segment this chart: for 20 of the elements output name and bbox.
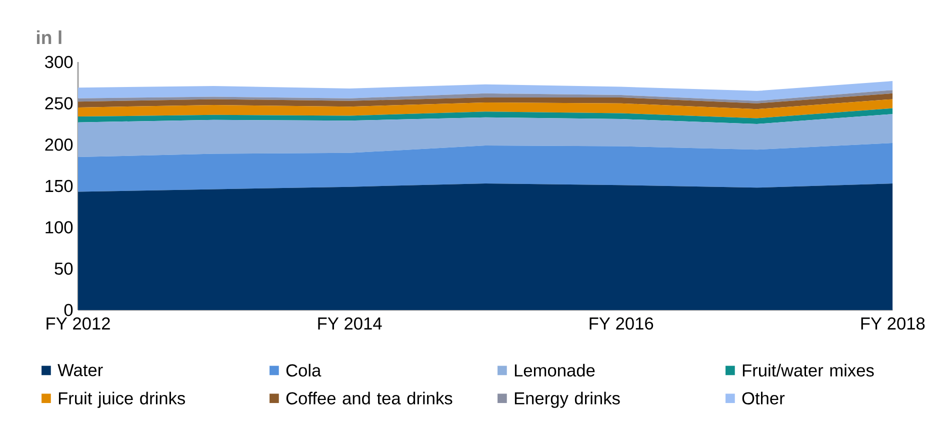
- y-tick-label: 0: [64, 304, 73, 316]
- y-tick-label: 300: [45, 56, 73, 68]
- legend-label: Fruit juice drinks: [58, 392, 185, 408]
- x-tick-label: FY 2014: [318, 317, 382, 330]
- legend-label: Water: [58, 364, 103, 376]
- y-tick-label: 200: [45, 138, 73, 151]
- legend-label: Cola: [286, 364, 322, 377]
- legend-label: Fruit/water mixes: [742, 364, 874, 377]
- legend-label: Other: [742, 392, 785, 404]
- legend-label: Energy drinks: [514, 392, 620, 408]
- x-tick-label: FY 2016: [590, 317, 654, 330]
- y-tick-label: 50: [54, 262, 73, 275]
- legend-label: Lemonade: [514, 364, 595, 377]
- legend-label: Coffee and tea drinks: [286, 392, 452, 404]
- y-axis-title: in l: [36, 30, 62, 44]
- x-tick-label: FY 2018: [861, 317, 925, 330]
- y-tick-label: 250: [45, 97, 73, 110]
- y-tick-label: 100: [46, 221, 73, 234]
- x-tick-label: FY 2012: [46, 317, 110, 330]
- y-tick-label: 150: [46, 180, 73, 192]
